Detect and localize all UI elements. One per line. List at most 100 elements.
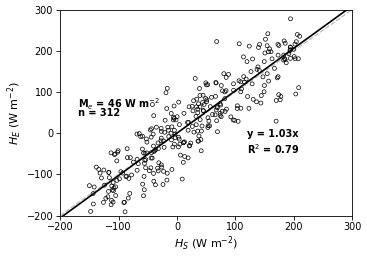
Point xyxy=(197,93,203,98)
Point xyxy=(275,42,281,46)
Point xyxy=(141,151,146,155)
Point xyxy=(246,106,252,110)
Point xyxy=(185,120,190,125)
Point xyxy=(235,119,241,123)
Point xyxy=(257,42,262,47)
Point xyxy=(149,103,155,107)
Point xyxy=(108,151,114,155)
Point xyxy=(121,200,127,204)
Point xyxy=(198,149,204,153)
Point xyxy=(228,115,234,119)
Point xyxy=(205,125,211,130)
Point xyxy=(91,185,97,189)
Point xyxy=(105,195,111,199)
Point xyxy=(166,134,172,139)
Point xyxy=(200,109,206,113)
Point xyxy=(193,114,199,118)
Point xyxy=(127,191,133,196)
Point xyxy=(206,119,212,123)
Point xyxy=(207,105,213,109)
Point xyxy=(159,163,164,167)
Point xyxy=(88,209,94,213)
Point xyxy=(109,184,115,188)
Point xyxy=(200,100,206,105)
Point xyxy=(213,81,219,85)
Point xyxy=(186,144,192,148)
Point xyxy=(214,119,219,123)
Point xyxy=(282,41,288,45)
Point xyxy=(275,53,281,57)
Point xyxy=(141,161,147,166)
Point xyxy=(141,188,147,192)
Point xyxy=(134,157,140,161)
Point xyxy=(106,176,112,180)
Point xyxy=(275,76,280,80)
Point xyxy=(297,34,302,38)
Point xyxy=(159,129,164,133)
Point xyxy=(186,105,192,109)
Point xyxy=(255,45,261,49)
Point xyxy=(266,47,272,51)
Point xyxy=(155,166,160,170)
Point xyxy=(195,107,201,111)
Point xyxy=(223,89,229,93)
Point xyxy=(261,90,267,94)
Point xyxy=(152,149,157,153)
Point xyxy=(197,118,203,122)
Point xyxy=(153,125,159,129)
Point xyxy=(293,40,299,44)
Point xyxy=(181,141,186,145)
Point xyxy=(294,32,300,37)
Point xyxy=(248,69,254,74)
Point xyxy=(181,140,186,145)
Point xyxy=(148,128,153,132)
Point xyxy=(246,44,252,48)
Point xyxy=(197,105,203,109)
Point xyxy=(288,17,294,21)
Point xyxy=(158,136,164,140)
Point xyxy=(258,93,264,98)
Point xyxy=(108,203,114,207)
Point xyxy=(264,72,270,76)
Point xyxy=(195,111,201,115)
Point xyxy=(188,141,194,145)
Point xyxy=(172,136,178,140)
Point xyxy=(262,83,268,88)
Point xyxy=(179,177,185,181)
Point xyxy=(168,111,174,116)
Point xyxy=(158,126,164,131)
Point xyxy=(176,100,182,104)
Point xyxy=(87,184,92,188)
Point xyxy=(155,141,161,145)
Point xyxy=(204,99,210,104)
Point xyxy=(153,148,159,152)
Point xyxy=(165,125,171,129)
Point xyxy=(239,87,244,91)
Point xyxy=(120,171,126,175)
Point xyxy=(231,88,237,92)
Point xyxy=(164,106,170,111)
Point xyxy=(197,87,203,91)
Point xyxy=(126,176,132,181)
Point xyxy=(123,175,129,179)
Point xyxy=(217,111,223,115)
Point xyxy=(261,60,267,64)
Point xyxy=(152,183,158,187)
Point xyxy=(118,170,124,174)
Point xyxy=(103,196,109,200)
Point xyxy=(113,185,119,189)
Point xyxy=(223,75,229,80)
Point xyxy=(134,168,140,172)
Point xyxy=(161,169,167,174)
Point xyxy=(258,101,264,105)
Point xyxy=(112,152,118,156)
Point xyxy=(98,176,104,180)
Point xyxy=(115,150,121,154)
Point xyxy=(236,42,242,46)
Point xyxy=(195,139,201,143)
Point xyxy=(196,134,202,138)
Point xyxy=(161,145,167,149)
Point xyxy=(182,154,188,159)
Point xyxy=(240,55,246,59)
Point xyxy=(287,48,293,53)
